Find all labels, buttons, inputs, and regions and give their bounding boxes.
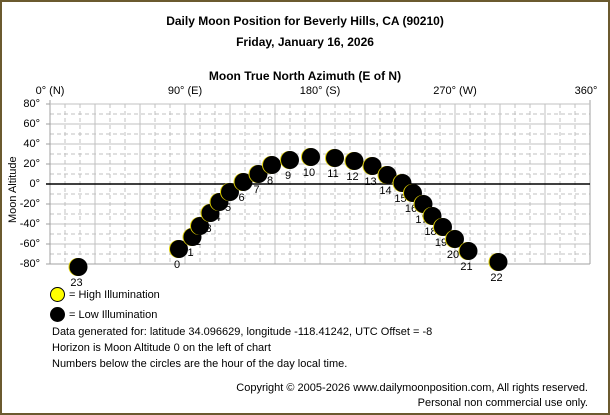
moon-position-marker — [302, 148, 320, 166]
moon-position-marker — [378, 166, 397, 184]
x-tick-0: 0° (N) — [35, 85, 65, 97]
moon-position-marker — [281, 151, 299, 169]
y-tick-neg80: -80° — [19, 258, 40, 270]
high-illumination-icon — [50, 287, 65, 302]
hour-label: 4 — [214, 212, 220, 224]
chart-date: Friday, January 16, 2026 — [236, 35, 374, 49]
hour-label: 0 — [174, 259, 180, 271]
y-tick-40: 40° — [23, 138, 40, 150]
moon-position-marker — [345, 152, 364, 170]
note-location: Data generated for: latitude 34.096629, … — [52, 326, 433, 338]
hour-label: 21 — [460, 261, 472, 273]
usage-notice: Personal non commercial use only. — [417, 397, 588, 409]
legend-low: = Low Illumination — [50, 307, 157, 322]
hour-label: 1 — [187, 247, 193, 259]
hour-label: 20 — [447, 249, 459, 261]
hour-label: 7 — [253, 184, 259, 196]
moon-position-marker — [221, 183, 239, 201]
legend-high-label: = High Illumination — [69, 288, 160, 301]
moon-position-marker — [69, 258, 88, 276]
copyright: Copyright © 2005-2026 www.dailymoonposit… — [236, 382, 588, 394]
hour-label: 8 — [267, 175, 273, 187]
hour-label: 5 — [225, 202, 231, 214]
chart-title: Daily Moon Position for Beverly Hills, C… — [166, 14, 444, 28]
hour-label: 10 — [303, 167, 315, 179]
x-axis-title: Moon True North Azimuth (E of N) — [208, 69, 402, 83]
note-horizon: Horizon is Moon Altitude 0 on the left o… — [52, 342, 271, 354]
y-tick-0: 0° — [29, 178, 40, 190]
hour-label: 22 — [490, 272, 502, 284]
moon-position-marker — [191, 217, 209, 235]
hour-label: 14 — [379, 185, 391, 197]
hour-label: 23 — [70, 277, 82, 289]
hour-label: 11 — [327, 168, 338, 180]
y-tick-neg20: -20° — [19, 198, 40, 210]
hour-label: 12 — [346, 171, 358, 183]
y-tick-60: 60° — [23, 118, 40, 130]
moon-position-marker — [234, 173, 253, 191]
moon-position-marker — [489, 253, 508, 271]
moon-position-marker — [326, 149, 344, 167]
hour-label: 6 — [238, 192, 244, 204]
x-tick-360: 360° — [574, 85, 598, 97]
hour-label: 19 — [435, 237, 447, 249]
moon-position-marker — [170, 240, 188, 258]
legend-low-label: = Low Illumination — [69, 308, 158, 321]
y-tick-80: 80° — [23, 98, 40, 110]
hour-label: 3 — [205, 223, 211, 235]
y-tick-neg40: -40° — [19, 218, 40, 230]
x-tick-180: 180° (S) — [299, 85, 341, 97]
moon-position-marker — [263, 156, 281, 174]
low-illumination-icon — [50, 307, 65, 322]
moon-position-marker — [446, 230, 464, 248]
y-tick-20: 20° — [23, 158, 40, 170]
moon-position-marker — [459, 242, 478, 260]
y-tick-neg60: -60° — [19, 238, 40, 250]
legend-high: = High Illumination — [50, 287, 160, 302]
hour-label: 9 — [285, 170, 291, 182]
moon-position-marker — [249, 165, 268, 183]
x-tick-270: 270° (W) — [433, 85, 477, 97]
moon-position-marker — [434, 218, 452, 236]
note-hours: Numbers below the circles are the hour o… — [52, 358, 348, 370]
moon-position-marker — [363, 157, 382, 175]
hour-label: 2 — [195, 236, 201, 248]
hour-label: 13 — [364, 176, 376, 188]
x-tick-90: 90° (E) — [167, 85, 203, 97]
